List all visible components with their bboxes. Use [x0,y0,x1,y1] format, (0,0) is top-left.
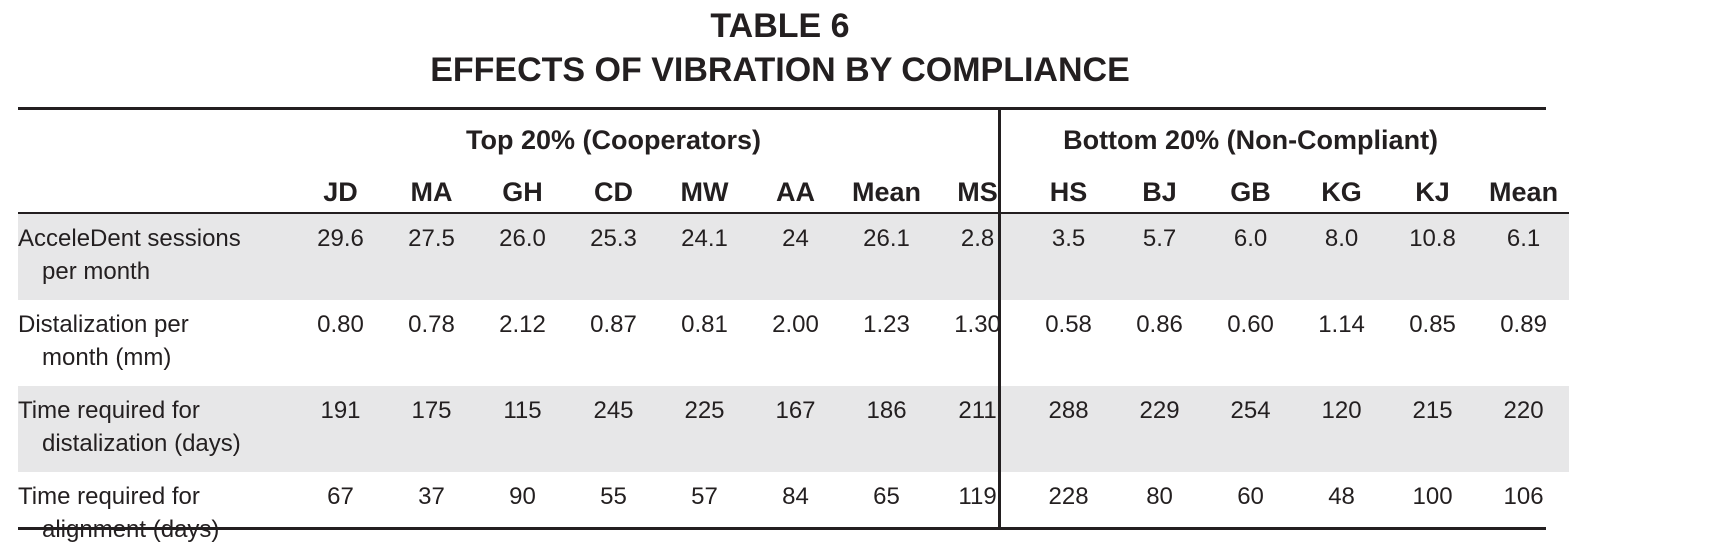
group-divider [998,110,1001,530]
table-cell: 254 [1205,386,1297,472]
column-header: HS [1049,177,1088,207]
column-header: GB [1230,177,1271,207]
table-cell: 0.85 [1409,311,1456,338]
table-cell: 6.0 [1205,213,1297,300]
table-row: Distalization per month (mm) 0.80 0.78 2… [18,300,1569,386]
table-cell: 120 [1296,386,1388,472]
table-cell: 57 [691,483,718,510]
table-cell: 8.0 [1296,213,1388,300]
table-cell: 0.86 [1136,311,1183,338]
table-cell: 220 [1478,386,1570,472]
table-cell: 6.1 [1478,213,1570,300]
row-label: AcceleDent sessions per month [18,213,295,300]
table-cell: 191 [295,386,386,472]
column-header: GH [502,177,543,207]
table-cell: 80 [1146,483,1173,510]
table-cell: 229 [1114,386,1206,472]
column-header: MA [410,177,453,207]
table-cell: 0.89 [1500,311,1547,338]
table-cell: 84 [782,483,809,510]
row-label: Time required for distalization (days) [18,386,295,472]
empty-label-header [18,160,295,213]
column-header: MS [957,177,998,207]
column-header: MW [680,177,729,207]
table-cell: 115 [477,386,568,472]
column-header: JD [323,177,358,207]
table-cell: 90 [509,483,536,510]
table-cell: 215 [1387,386,1479,472]
table-cell: 245 [568,386,659,472]
bottom-rule [18,527,1546,530]
table-cell: 48 [1328,483,1355,510]
table-cell: 26.1 [841,213,933,300]
column-header: AA [776,177,815,207]
row-label: Distalization per month (mm) [18,311,189,371]
empty-corner-cell [18,107,295,160]
column-header-mean-bottom: Mean [1489,177,1559,207]
row-label: Time required for alignment (days) [18,483,219,543]
table-row: Time required for alignment (days) 67 37… [18,472,1569,558]
table-cell: 167 [750,386,841,472]
column-header: BJ [1142,177,1177,207]
table-cell: 1.23 [863,311,910,338]
table-cell: 0.81 [681,311,728,338]
table-cell: 25.3 [568,213,659,300]
column-header-row: JD MA GH CD MW AA Mean MS HS BJ GB KG KJ… [18,160,1570,213]
table-cell: 228 [1048,483,1089,510]
group-header-top: Top 20% (Cooperators) [466,125,762,155]
top-rule [18,107,1546,110]
table-cell: 0.87 [590,311,637,338]
table-cell: 60 [1237,483,1264,510]
table-caption: EFFECTS OF VIBRATION BY COMPLIANCE [430,51,1130,89]
column-header: CD [594,177,633,207]
table-cell: 65 [873,483,900,510]
table-title: TABLE 6 EFFECTS OF VIBRATION BY COMPLIAN… [0,4,1560,92]
table-cell: 175 [386,386,477,472]
table-row: AcceleDent sessions per month 29.6 27.5 … [18,213,1570,300]
table-cell: 186 [841,386,933,472]
group-header-row: Top 20% (Cooperators) Bottom 20% (Non-Co… [18,107,1569,160]
table-cell: 1.30 [954,311,1001,338]
table-cell: 225 [659,386,750,472]
table-cell: 119 [958,483,997,510]
table-cell: 27.5 [386,213,477,300]
table-cell: 2.12 [499,311,546,338]
table-cell: 0.78 [408,311,455,338]
table-cell: 55 [600,483,627,510]
table-cell: 67 [327,483,354,510]
table-cell: 10.8 [1387,213,1479,300]
table-row: Time required for distalization (days) 1… [18,386,1570,472]
column-header-mean-top: Mean [852,177,922,207]
table-cell: 1.14 [1318,311,1365,338]
table-cell: 288 [1023,386,1115,472]
table-cell: 26.0 [477,213,568,300]
table-cell: 24 [750,213,841,300]
table-cell: 3.5 [1023,213,1115,300]
column-header: KJ [1415,177,1450,207]
table-cell: 29.6 [295,213,386,300]
table-cell: 37 [418,483,445,510]
table-cell: 2.00 [772,311,819,338]
table-cell: 0.80 [317,311,364,338]
table-cell: 5.7 [1114,213,1206,300]
table-cell: 2.8 [932,213,1024,300]
table-cell: 100 [1412,483,1453,510]
table-cell: 0.60 [1227,311,1274,338]
table-cell: 24.1 [659,213,750,300]
table-cell: 211 [932,386,1024,472]
compliance-table: Top 20% (Cooperators) Bottom 20% (Non-Co… [18,107,1570,558]
table-number: TABLE 6 [710,7,850,45]
table-cell: 0.58 [1045,311,1092,338]
group-header-bottom: Bottom 20% (Non-Compliant) [1063,125,1439,155]
table-cell: 106 [1503,483,1544,510]
column-header: KG [1321,177,1362,207]
